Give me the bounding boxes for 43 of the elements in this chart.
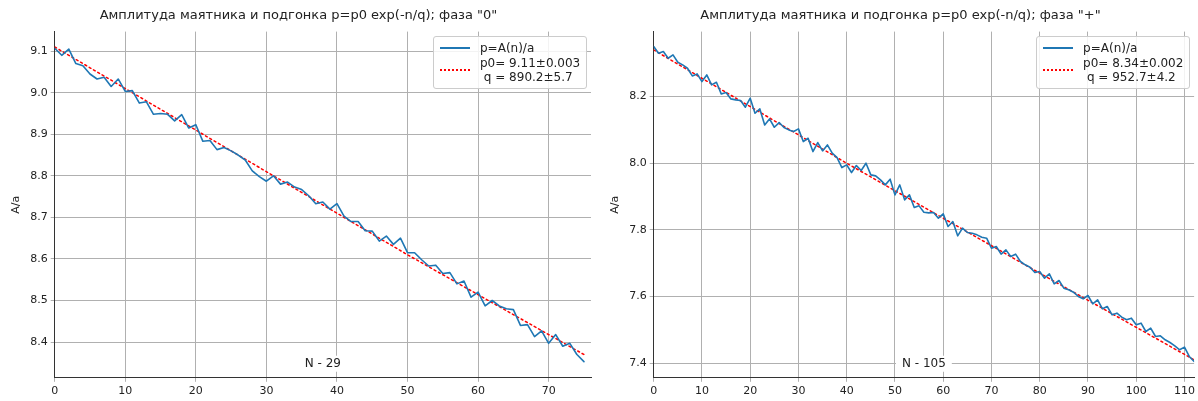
y-tick-label: 8.8: [30, 168, 48, 182]
chart-title: Амплитуда маятника и подгонка p=p0 exp(-n/q); фаза "+": [700, 7, 1101, 23]
legend-label: p=A(n)/a: [480, 40, 535, 55]
x-tick-label: 70: [541, 384, 556, 398]
x-tick-label: 30: [259, 384, 274, 398]
x-tick-label: 0: [650, 384, 658, 398]
x-tick-label: 30: [791, 384, 806, 398]
x-tick-label: 10: [694, 384, 709, 398]
x-tick-label: 80: [1032, 384, 1047, 398]
x-tick-label: 110: [1173, 384, 1195, 398]
y-tick-label: 8.6: [30, 251, 48, 265]
chart-title: Амплитуда маятника и подгонка p=p0 exp(-n/q); фаза "0": [99, 7, 498, 23]
x-tick-label: 10: [118, 384, 133, 398]
legend-label: p0= 9.11±0.003 q = 890.2±5.7: [480, 55, 581, 84]
y-tick-label: 8.4: [30, 334, 48, 348]
y-tick-label: 7.8: [629, 222, 647, 236]
y-tick-label: 9.0: [30, 85, 48, 99]
x-tick-label: 60: [471, 384, 486, 398]
x-tick-label: 20: [743, 384, 758, 398]
y-axis-title: A/a: [608, 195, 622, 214]
y-tick-label: 9.1: [30, 43, 48, 57]
x-tick-label: 50: [400, 384, 415, 398]
legend-label: p0= 8.34±0.002 q = 952.7±4.2: [1083, 55, 1184, 84]
x-tick-label: 90: [1080, 384, 1095, 398]
y-tick-label: 8.5: [30, 293, 48, 307]
y-tick-label: 8.0: [629, 156, 647, 170]
annotation: N - 29: [304, 355, 341, 370]
x-tick-label: 20: [188, 384, 203, 398]
x-tick-label: 100: [1125, 384, 1147, 398]
y-tick-label: 8.9: [30, 127, 48, 141]
legend-label: p=A(n)/a: [1083, 40, 1138, 55]
annotation: N - 105: [901, 355, 946, 370]
x-tick-label: 40: [329, 384, 344, 398]
x-tick-label: 70: [984, 384, 999, 398]
x-tick-label: 50: [887, 384, 902, 398]
y-axis-title: A/a: [9, 195, 23, 214]
x-tick-label: 0: [51, 384, 59, 398]
y-tick-label: 7.6: [629, 289, 647, 303]
y-tick-label: 8.2: [629, 89, 647, 103]
y-tick-label: 7.4: [629, 356, 647, 369]
y-tick-label: 8.7: [30, 210, 48, 224]
x-tick-label: 60: [936, 384, 951, 398]
x-tick-label: 40: [839, 384, 854, 398]
